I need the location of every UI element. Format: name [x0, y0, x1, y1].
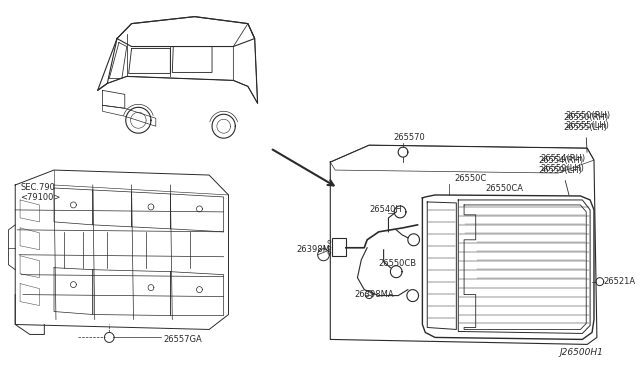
Text: 26521A: 26521A [604, 277, 636, 286]
Text: 26550(RH)
26555(LH): 26550(RH) 26555(LH) [563, 113, 608, 153]
Text: SEC.790
<79100>: SEC.790 <79100> [20, 183, 60, 202]
Text: 26550(RH)
26555(LH): 26550(RH) 26555(LH) [565, 111, 610, 130]
Text: 26557GA: 26557GA [164, 335, 202, 344]
Text: 26550CB: 26550CB [379, 259, 417, 268]
Bar [332, 238, 346, 256]
Text: J26500H1: J26500H1 [560, 348, 604, 357]
Text: 26554(RH)
26559(LH): 26554(RH) 26559(LH) [539, 155, 584, 195]
Text: 26398MA: 26398MA [355, 290, 394, 299]
Text: 26554(RH)
26559(LH): 26554(RH) 26559(LH) [541, 154, 586, 173]
Text: 26550C: 26550C [454, 174, 486, 183]
Text: 26550CA: 26550CA [485, 184, 524, 193]
Text: 26540H: 26540H [369, 205, 402, 214]
Text: 26398M: 26398M [296, 245, 330, 254]
Text: 265570: 265570 [394, 133, 425, 142]
